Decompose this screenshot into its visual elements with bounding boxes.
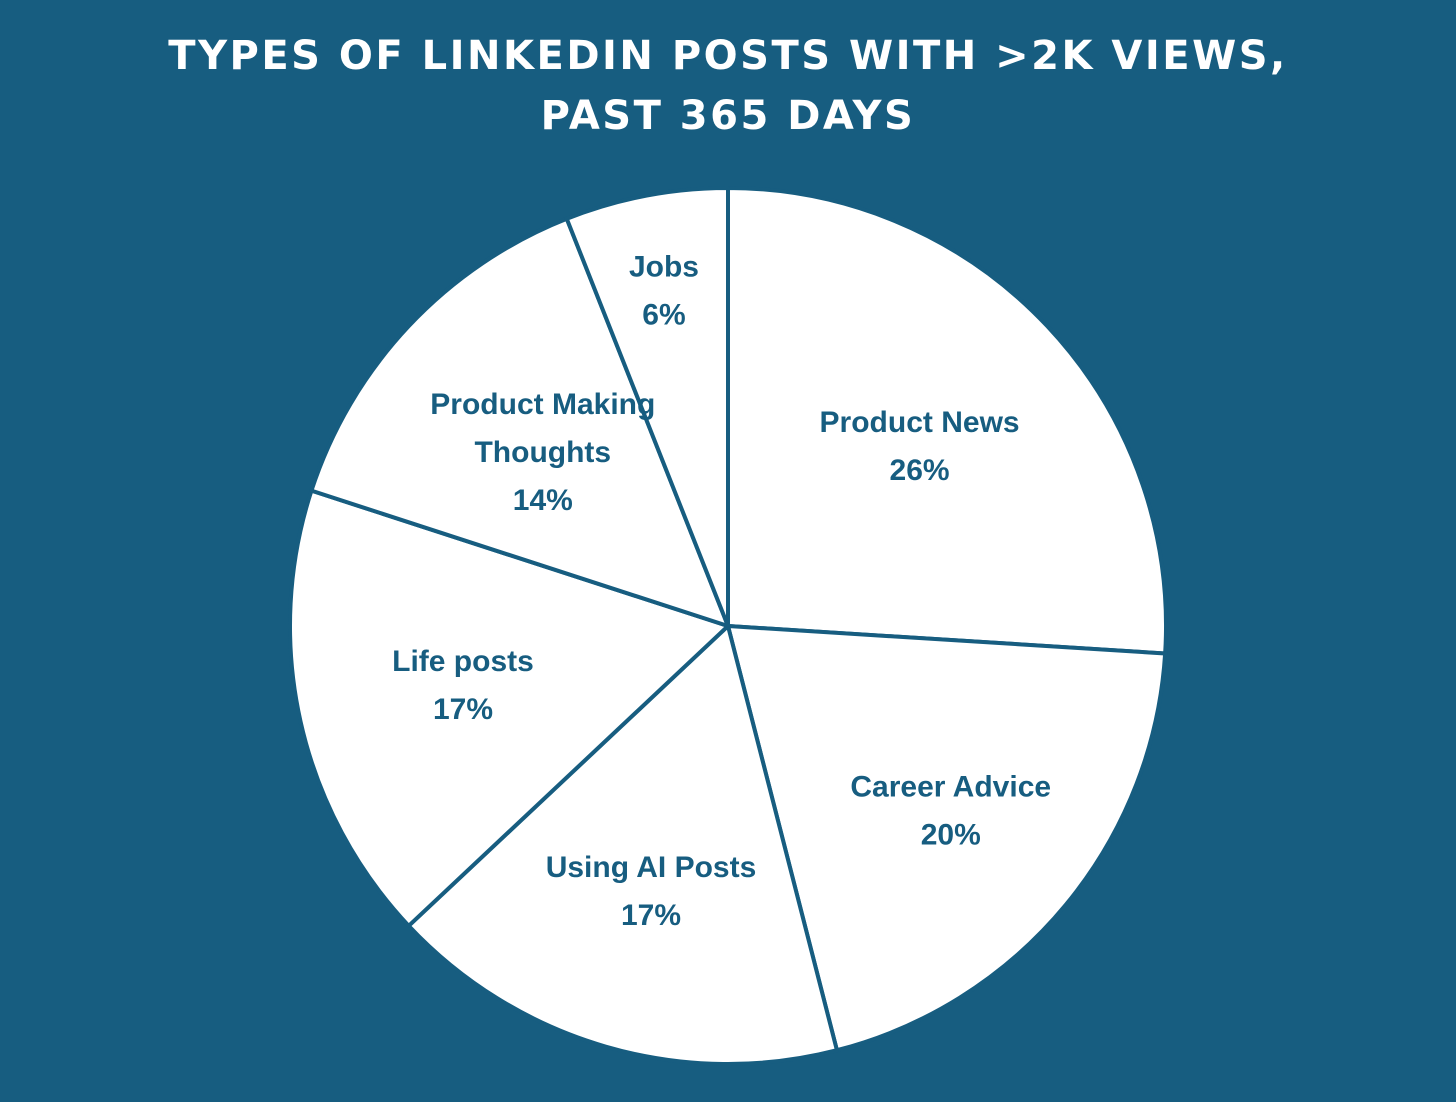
pie-slices (288, 186, 1168, 1066)
pie-label-career-advice: Career Advice 20% (850, 770, 1051, 851)
pie-label-life-posts: Life posts 17% (392, 645, 534, 726)
pie-slice-product-making-thoughts (309, 216, 730, 628)
chart-title-line-2: PAST 365 DAYS (540, 93, 916, 139)
pie-category-label: Product Making (430, 388, 655, 421)
pie-slice-jobs (564, 186, 730, 628)
pie-label-using-ai-posts: Using AI Posts 17% (546, 850, 757, 931)
pie-labels: Product News 26% Career Advice 20% Using AI … (392, 250, 1051, 932)
chart-title-line-1: TYPES OF LINKEDIN POSTS WITH >2K VIEWS, (168, 33, 1288, 79)
pie-category-label: Life posts (392, 645, 534, 678)
pie-category-label: Thoughts (474, 436, 611, 469)
pie-category-label: Jobs (629, 250, 699, 283)
pie-value-label: 17% (433, 693, 493, 726)
pie-category-label: Career Advice (850, 770, 1051, 803)
pie-category-label: Product News (820, 406, 1020, 439)
pie-value-label: 17% (621, 898, 681, 931)
pie-label-jobs: Jobs 6% (629, 250, 699, 331)
pie-value-label: 26% (890, 454, 950, 487)
pie-slice-life-posts (288, 488, 730, 928)
pie-label-product-making-thoughts: Product Making Thoughts 14% (430, 388, 655, 517)
pie-value-label: 6% (642, 298, 685, 331)
pie-slice-product-news (726, 186, 1168, 656)
pie-slice-using-ai-posts (406, 624, 839, 1066)
pie-label-product-news: Product News 26% (820, 406, 1020, 487)
pie-category-label: Using AI Posts (546, 850, 757, 883)
pie-value-label: 20% (921, 818, 981, 851)
pie-value-label: 14% (513, 484, 573, 517)
pie-slice-career-advice (726, 624, 1168, 1053)
